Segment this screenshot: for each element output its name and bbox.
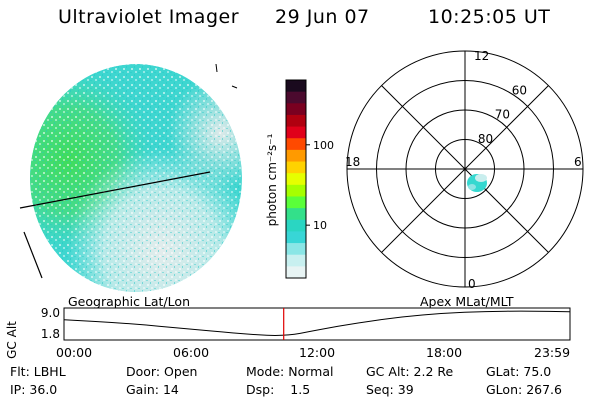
colorbar-cell [286, 138, 306, 151]
colorbar-cell [286, 219, 306, 233]
timeline-right-title: Apex MLat/MLT [420, 294, 514, 309]
timeline-xtick-label: 12:00 [299, 345, 336, 360]
timeline-ytick-bottom: 1.8 [41, 327, 60, 341]
colorbar-cell [286, 184, 306, 198]
mlt-spoke [381, 85, 549, 253]
star-mark [215, 63, 218, 73]
colorbar: 100 10 photon cm⁻²s⁻¹ [265, 79, 334, 279]
polar-label-top: 12 [474, 49, 489, 63]
timeline-xtick-label: 00:00 [56, 345, 93, 360]
orbit-timeline: GC Alt 9.0 1.8 [5, 306, 571, 359]
status-glon: GLon: 267.6 [486, 382, 562, 397]
colorbar-cell [286, 254, 306, 267]
status-gc-alt: GC Alt: 2.2 Re [366, 364, 454, 379]
colorbar-cell [286, 208, 306, 221]
status-door: Door: Open [126, 364, 198, 379]
status-seq: Seq: 39 [366, 382, 414, 397]
status-dsp: Dsp: 1.5 [246, 382, 311, 397]
status-filter: Flt: LBHL [10, 364, 66, 379]
observation-time: 10:25:05 UT [428, 6, 551, 28]
observation-date: 29 Jun 07 [275, 6, 370, 28]
earth-disk [30, 64, 242, 292]
auroral-patch [467, 174, 487, 192]
colorbar-cell [286, 80, 306, 93]
colorbar-cell [286, 149, 306, 163]
colorbar-cell [286, 161, 306, 174]
status-ip: IP: 36.0 [10, 382, 58, 397]
orbit-altitude-curve [63, 310, 570, 336]
timeline-ytick-top: 9.0 [41, 306, 60, 320]
latitude-ring-label: 60 [512, 84, 527, 98]
polar-label-bottom: 0 [468, 277, 476, 291]
timeline-xtick-label: 06:00 [173, 345, 210, 360]
timeline-xtick-label: 23:59 [534, 345, 571, 360]
colorbar-cell [286, 126, 306, 139]
colorbar-cell [286, 266, 306, 279]
timeline-left-title: Geographic Lat/Lon [68, 294, 190, 309]
uv-earth-image [19, 63, 242, 292]
timeline-axis-label: GC Alt [5, 321, 19, 359]
colorbar-cell [286, 173, 306, 186]
instrument-title: Ultraviolet Imager [58, 6, 240, 28]
latitude-ring-label: 70 [495, 108, 510, 122]
colorbar-cell [286, 91, 306, 104]
star-mark [231, 85, 238, 89]
polar-label-left: 18 [345, 155, 360, 169]
colorbar-cell [286, 103, 306, 116]
timeline-frame [63, 307, 571, 341]
colorbar-cell [286, 243, 306, 256]
colorbar-cell [286, 231, 306, 244]
latitude-ring-label: 80 [478, 132, 493, 146]
limb-marker [23, 231, 43, 279]
status-glat: GLat: 75.0 [486, 364, 552, 379]
polar-label-right: 6 [574, 155, 582, 169]
colorbar-scale [286, 80, 306, 279]
status-mode: Mode: Normal [246, 364, 334, 379]
colorbar-cell [286, 114, 306, 128]
colorbar-frame [285, 79, 307, 279]
status-gain: Gain: 14 [126, 382, 179, 397]
colorbar-tick-label: 100 [313, 139, 334, 152]
colorbar-cell [286, 196, 306, 209]
colorbar-tick-label: 10 [313, 219, 327, 232]
timeline-xtick-label: 18:00 [426, 345, 463, 360]
colorbar-unit-label: photon cm⁻²s⁻¹ [265, 133, 279, 226]
terminator-line [19, 171, 211, 209]
